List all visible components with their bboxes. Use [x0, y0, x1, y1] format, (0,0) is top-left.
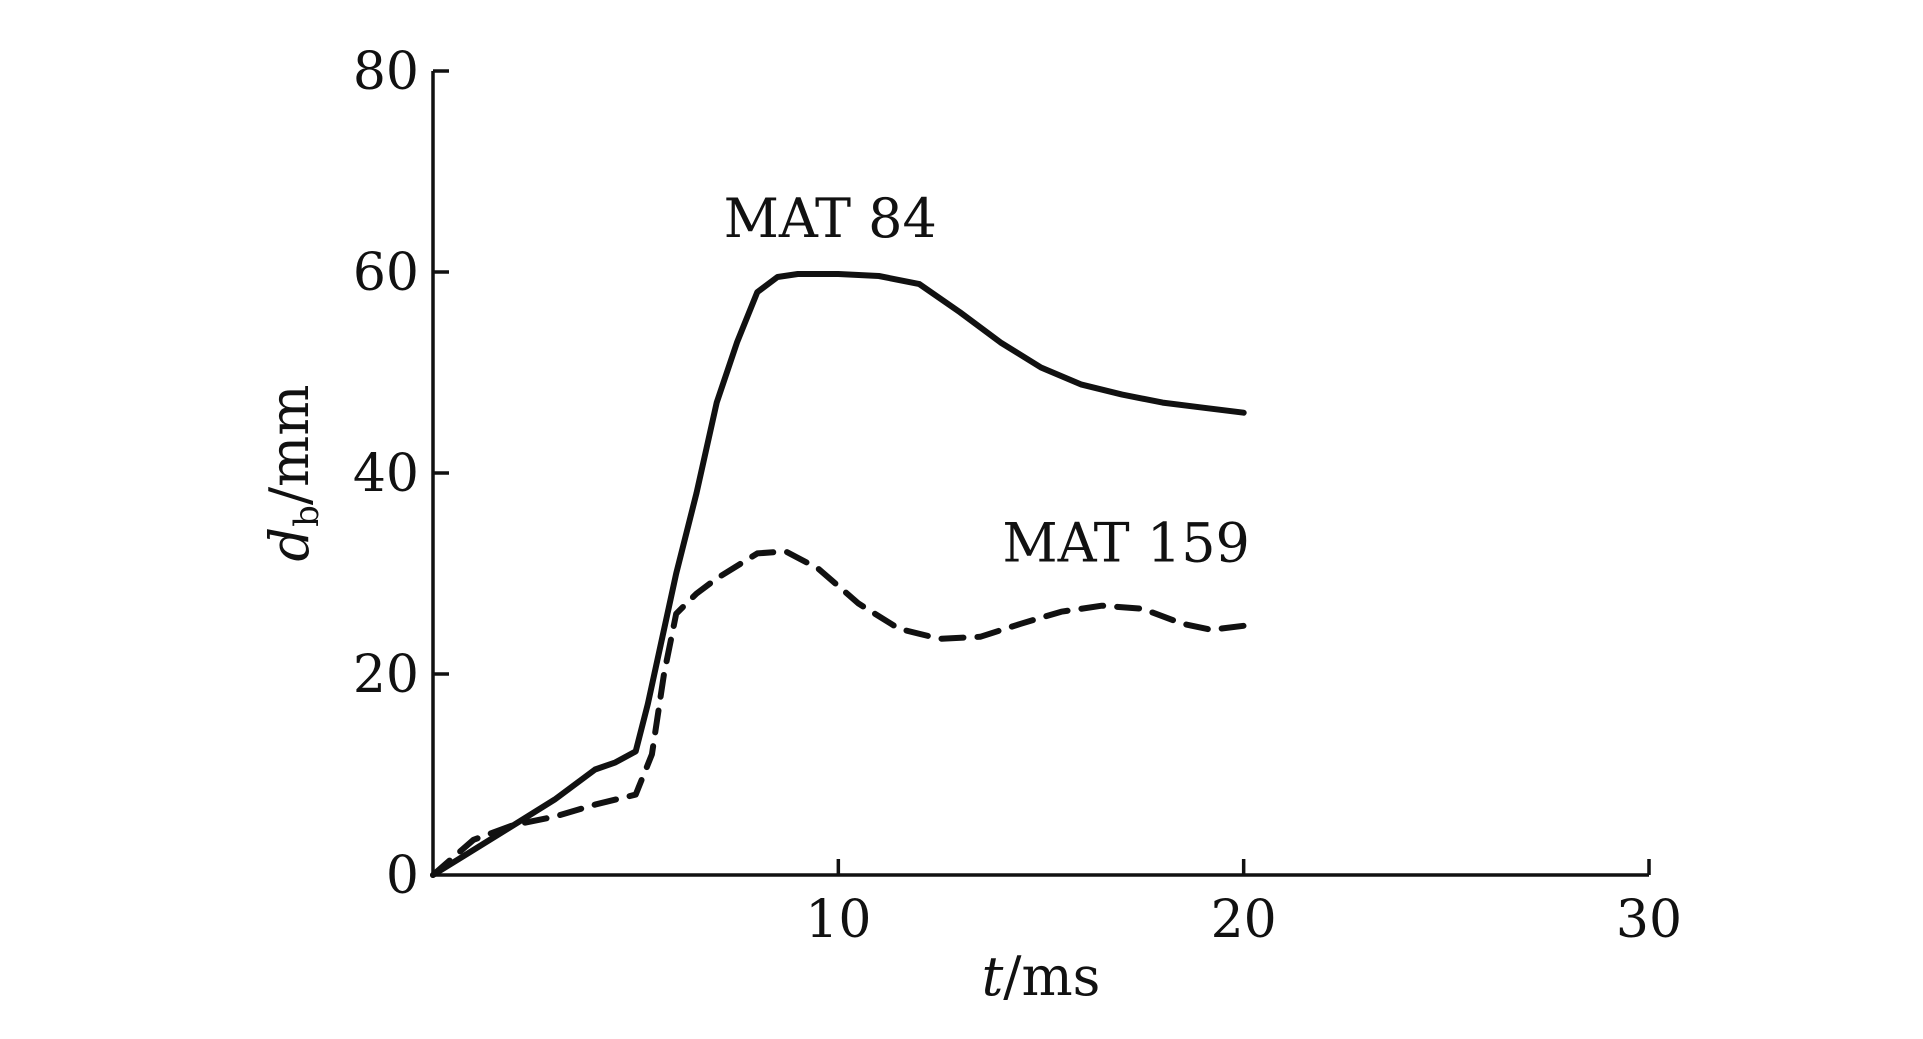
y-tick-label: 20 [353, 645, 419, 705]
y-axis-label: db/mm [258, 385, 327, 562]
y-tick-label: 60 [353, 243, 419, 303]
series-line-0 [430, 271, 1247, 878]
x-axis-ticks: 10 20 30 [805, 859, 1682, 950]
y-tick-label: 80 [353, 42, 419, 102]
x-axis-label-var: t [982, 945, 1004, 1008]
y-tick-label: 40 [353, 444, 419, 504]
y-tick-label: 0 [386, 846, 419, 906]
series-lines [430, 271, 1247, 878]
x-axis-label: t/ms [982, 945, 1101, 1008]
series-label-mat84: MAT 84 [724, 187, 937, 250]
series-label-mat159: MAT 159 [1002, 511, 1250, 574]
axes [431, 71, 1649, 877]
series-line-1 [430, 548, 1247, 878]
y-axis-label-unit: /mm [258, 385, 321, 506]
y-axis-ticks: 0 20 40 60 80 [353, 42, 449, 906]
x-tick-label: 20 [1211, 890, 1277, 950]
x-tick-label: 30 [1616, 890, 1682, 950]
x-tick-label: 10 [805, 890, 871, 950]
y-axis-label-var: d [258, 527, 321, 562]
y-axis-label-sub: b [287, 505, 327, 527]
x-axis-label-unit: /ms [1003, 945, 1100, 1008]
